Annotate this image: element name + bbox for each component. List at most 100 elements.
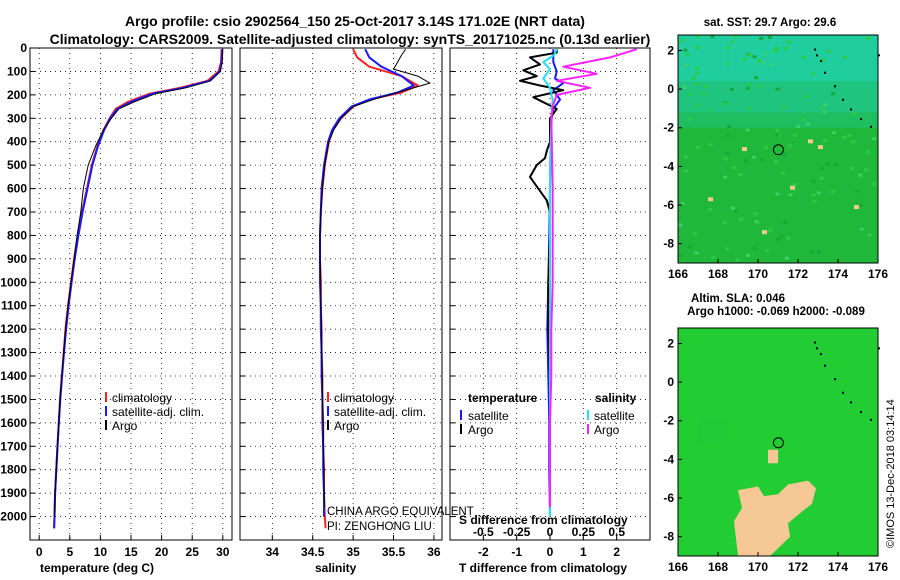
masked-cell xyxy=(742,147,747,152)
x-tick-label: -1 xyxy=(511,545,522,559)
sst-cell xyxy=(752,246,757,250)
sst-cell xyxy=(830,190,835,194)
y-tick-label: -6 xyxy=(663,198,674,212)
sst-cell xyxy=(683,169,688,173)
sst-cell xyxy=(782,153,787,157)
t-difference-axis-label: T difference from climatology xyxy=(459,561,627,575)
s-difference-axis-label: S difference from climatology xyxy=(459,513,628,527)
sst-cell xyxy=(768,228,773,232)
sst-cell xyxy=(745,128,750,132)
x-tick-label: 20 xyxy=(155,545,169,559)
sst-cell xyxy=(867,233,872,237)
sst-cell xyxy=(738,172,743,176)
sst-cell xyxy=(851,140,856,144)
legend-label: Argo xyxy=(334,419,360,433)
sst-cell xyxy=(832,131,837,135)
series-line-salinity-satellite xyxy=(542,48,558,517)
legend-label: climatology xyxy=(112,391,172,405)
sst-cell xyxy=(727,125,732,129)
sst-cell xyxy=(774,46,779,50)
x-tick-label: 176 xyxy=(868,267,888,281)
island-speck xyxy=(878,54,880,57)
sst-cell xyxy=(852,112,857,116)
sst-cell xyxy=(696,145,701,149)
y-tick-label: 1900 xyxy=(0,486,27,500)
sst-cell xyxy=(817,250,821,254)
y-tick-label: 2 xyxy=(667,336,674,350)
sst-cell xyxy=(729,88,734,91)
sst-cell xyxy=(858,203,863,207)
sst-cell xyxy=(823,139,827,143)
sst-cell xyxy=(792,183,797,186)
sst-cell xyxy=(858,173,863,177)
sst-cell xyxy=(729,40,734,44)
sst-cell xyxy=(708,208,713,212)
x-tick-label: 35.5 xyxy=(382,545,406,559)
sst-cell xyxy=(787,144,792,148)
sst-cell xyxy=(805,122,810,126)
sst-cell xyxy=(811,179,816,183)
sst-cell xyxy=(825,162,830,166)
sst-cell xyxy=(759,36,764,40)
sst-cell xyxy=(764,51,769,55)
x-tick-label: 25 xyxy=(186,545,200,559)
legend-label: satellite xyxy=(594,409,635,423)
sst-cell xyxy=(864,168,868,172)
temperature-panel: 0 5 10 15 20 25 300100200300400500600700800900… xyxy=(0,41,233,559)
sst-cell xyxy=(678,254,683,258)
masked-cell xyxy=(790,185,795,190)
island-speck xyxy=(824,71,826,74)
sst-cell xyxy=(748,83,753,87)
series-group xyxy=(519,48,637,517)
x-tick-label: 170 xyxy=(748,267,768,281)
sst-cell xyxy=(701,91,706,95)
y-tick-label: 0 xyxy=(20,41,27,55)
x-tick-label: 0 xyxy=(36,545,43,559)
sst-cell xyxy=(775,128,780,132)
sst-cell xyxy=(733,210,738,213)
y-tick-label: -8 xyxy=(663,530,674,544)
y-tick-label: 200 xyxy=(7,88,27,102)
sla-map-subtitle: Argo h1000: -0.069 h2000: -0.089 xyxy=(687,306,865,318)
island-speck xyxy=(834,85,836,88)
y-tick-label: 400 xyxy=(7,135,27,149)
sst-cell xyxy=(695,45,700,49)
sst-cell xyxy=(732,166,737,170)
sst-cell xyxy=(812,200,817,204)
sst-cell xyxy=(708,143,713,147)
sst-cell xyxy=(725,151,730,155)
sst-cell xyxy=(683,48,688,52)
sst-cell xyxy=(767,35,772,39)
sst-cell xyxy=(866,150,871,154)
island-speck xyxy=(850,108,852,111)
masked-cell xyxy=(854,205,859,210)
sst-cell xyxy=(694,71,699,75)
sst-cell xyxy=(774,160,779,164)
x-tick-label: 0 xyxy=(547,545,554,559)
sst-cell xyxy=(783,221,788,225)
sst-cell xyxy=(819,176,824,180)
island-speck xyxy=(814,48,816,51)
sst-cell xyxy=(811,193,816,197)
sst-cell xyxy=(763,146,768,150)
series-line-salinity-argo xyxy=(549,48,637,508)
y-tick-label: 900 xyxy=(7,252,27,266)
y-tick-label: 1200 xyxy=(0,322,27,336)
legend-heading-salinity: salinity xyxy=(595,391,637,405)
sst-cell xyxy=(680,202,685,206)
y-tick-label: -8 xyxy=(663,237,674,251)
sst-cell xyxy=(810,72,815,76)
argo-location-marker xyxy=(772,144,784,156)
y-tick-label: 700 xyxy=(7,205,27,219)
sst-cell xyxy=(803,95,808,98)
legend-label: satellite xyxy=(468,409,509,423)
masked-cell xyxy=(808,139,813,144)
x-tick-label: 35 xyxy=(346,545,360,559)
x-tick-label: 166 xyxy=(668,560,688,574)
salinity-axis-label: salinity xyxy=(315,561,357,575)
sst-cell xyxy=(765,249,770,253)
sst-cell xyxy=(822,110,827,114)
legend-label: satellite-adj. clim. xyxy=(112,405,204,419)
series-line-argo xyxy=(319,48,431,508)
sla-anomaly-patch xyxy=(698,416,728,444)
